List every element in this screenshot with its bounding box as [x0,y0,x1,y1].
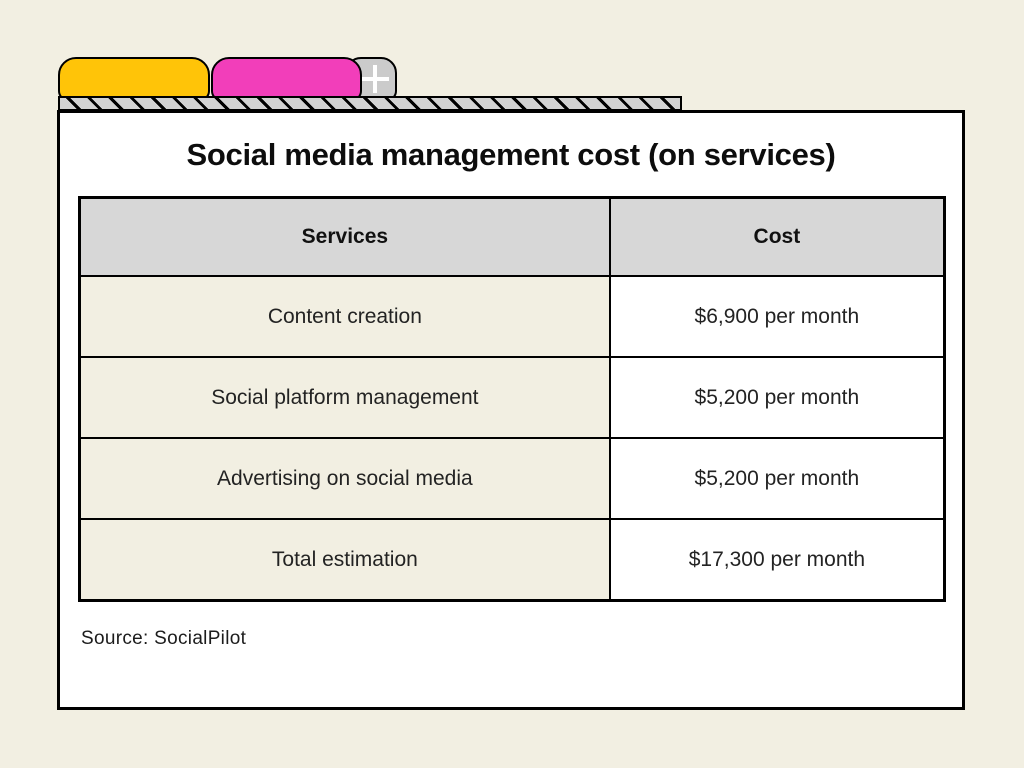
table-header-row: Services Cost [78,196,946,277]
service-cell: Total estimation [78,518,611,602]
table-row: Social platform management $5,200 per mo… [78,356,946,439]
service-cell: Content creation [78,275,611,358]
service-cell: Advertising on social media [78,437,611,520]
folder-tab-yellow[interactable] [58,57,210,101]
page-title: Social media management cost (on service… [186,137,836,172]
hatched-divider [58,96,682,111]
source-attribution: Source: SocialPilot [81,628,247,649]
table-row: Total estimation $17,300 per month [78,518,946,602]
column-header-services: Services [78,196,611,277]
table-row: Advertising on social media $5,200 per m… [78,437,946,520]
folder-tab-pink[interactable] [211,57,362,101]
plus-icon [361,65,389,93]
cost-cell: $5,200 per month [608,437,946,520]
cost-cell: $6,900 per month [608,275,946,358]
cost-cell: $17,300 per month [608,518,946,602]
table-row: Content creation $6,900 per month [78,275,946,358]
service-cell: Social platform management [78,356,611,439]
cost-table: Services Cost Content creation $6,900 pe… [78,196,946,602]
cost-cell: $5,200 per month [608,356,946,439]
content-card: Social media management cost (on service… [57,110,965,710]
column-header-cost: Cost [608,196,946,277]
